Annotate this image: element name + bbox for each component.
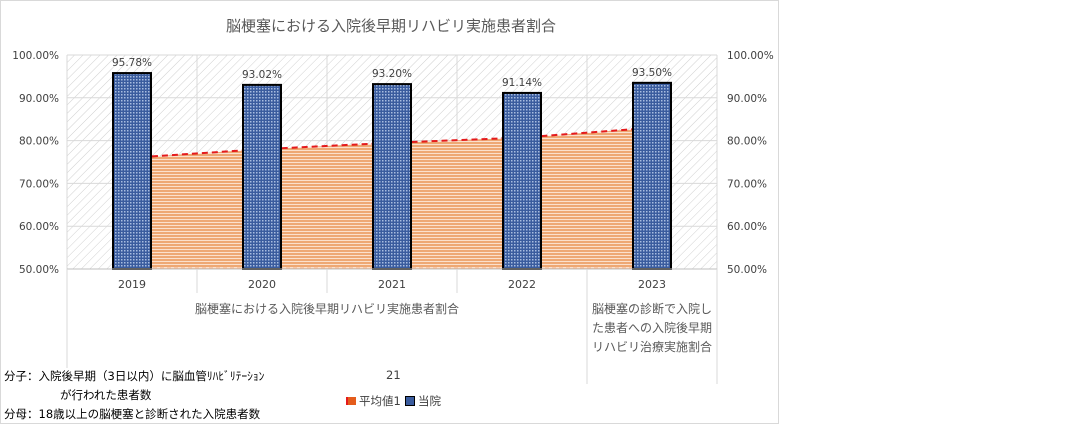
legend-average: 平均値1 [346, 393, 401, 409]
y-tick-label-right: 70.00% [727, 178, 767, 190]
data-label: 95.78% [112, 57, 152, 69]
legend-average-label: 平均値1 [359, 394, 401, 408]
y-tick-label-left: 50.00% [19, 264, 59, 276]
legend-hospital-label: 当院 [418, 394, 441, 408]
category-group-label: 脳梗塞における入院後早期リハビリ実施患者割合 [195, 301, 459, 316]
legend-hospital-swatch [405, 396, 415, 406]
x-axis: 2019 2020 2021 2022 2023 脳梗塞における入院後早期リハビリ実施患者… [66, 268, 718, 384]
y-tick-label-right: 80.00% [727, 136, 767, 148]
data-label: 93.20% [372, 68, 412, 80]
chart-frame: 脳梗塞における入院後早期リハビリ実施患者割合 95.78% 93.02% 93.20… [0, 0, 779, 424]
x-tick-label: 2022 [508, 278, 536, 291]
y-tick-label-right: 90.00% [727, 93, 767, 105]
data-label: 91.14% [502, 77, 542, 89]
category-group-label: 脳梗塞の診断で入院し [592, 301, 712, 316]
data-labels: 95.78% 93.02% 93.20% 91.14% 93.50% [112, 57, 672, 89]
page-number: 21 [386, 368, 401, 382]
numerator-note-cont: が行われた患者数 [60, 387, 152, 403]
legend-average-swatch [346, 397, 356, 405]
legend-hospital: 当院 [405, 393, 441, 409]
x-tick-label: 2020 [248, 278, 276, 291]
x-tick-label: 2021 [378, 278, 406, 291]
y-tick-label-left: 100.00% [12, 50, 59, 62]
y-tick-label-right: 100.00% [727, 50, 774, 62]
denominator-note: 分母：18歳以上の脳梗塞と診断された入院患者数 [4, 406, 261, 422]
bar-hospital [372, 83, 412, 270]
data-label: 93.02% [242, 69, 282, 81]
x-tick-label: 2019 [118, 278, 146, 291]
y-tick-label-left: 60.00% [19, 221, 59, 233]
x-tick-label: 2023 [638, 278, 666, 291]
hospital-bars [112, 72, 672, 270]
y-axis-right: 50.00% 60.00% 70.00% 80.00% 90.00% 100.00% [727, 50, 774, 276]
chart-title: 脳梗塞における入院後早期リハビリ実施患者割合 [226, 17, 556, 35]
numerator-text: 入院後早期（3日以内）に脳血管ﾘﾊﾋﾞﾘﾃｰｼｮﾝ [38, 369, 265, 383]
category-group-label: た患者への入院後早期 [592, 321, 712, 335]
denominator-label: 分母： [4, 407, 39, 421]
category-group-label: リハビリ治療実施割合 [592, 339, 712, 354]
y-tick-label-right: 50.00% [727, 264, 767, 276]
data-label: 93.50% [632, 67, 672, 79]
y-axis-left: 50.00% 60.00% 70.00% 80.00% 90.00% 100.00% [12, 50, 59, 276]
chart-svg: 脳梗塞における入院後早期リハビリ実施患者割合 95.78% 93.02% 93.20… [12, 17, 774, 384]
bar-hospital [632, 81, 672, 270]
numerator-label: 分子： [4, 369, 39, 383]
y-tick-label-left: 80.00% [19, 136, 59, 148]
y-tick-label-left: 90.00% [19, 93, 59, 105]
y-tick-label-right: 60.00% [727, 221, 767, 233]
bar-hospital [502, 91, 542, 270]
bar-hospital [112, 72, 152, 270]
bar-hospital [242, 83, 282, 270]
y-tick-label-left: 70.00% [19, 178, 59, 190]
numerator-note: 分子：入院後早期（3日以内）に脳血管ﾘﾊﾋﾞﾘﾃｰｼｮﾝ [4, 368, 265, 384]
denominator-text: 18歳以上の脳梗塞と診断された入院患者数 [38, 407, 261, 421]
